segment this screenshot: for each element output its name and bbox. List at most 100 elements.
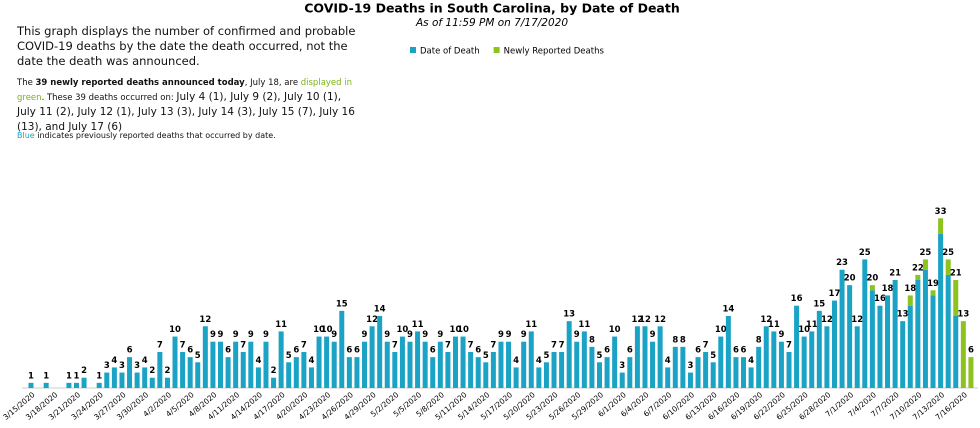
bar-segment <box>316 336 322 388</box>
data-label: 4 <box>536 356 542 366</box>
data-label: 2 <box>164 366 170 376</box>
bar-segment <box>907 305 913 388</box>
bar-segment <box>263 341 269 388</box>
data-label: 9 <box>437 330 443 340</box>
bar-segment <box>968 357 974 388</box>
bar-segment <box>619 372 625 388</box>
bar-segment <box>953 280 959 316</box>
chart-subtitle: As of 11:59 PM on 7/17/2020 <box>415 17 568 29</box>
bar-segment <box>725 316 731 388</box>
data-label: 2 <box>81 366 87 376</box>
bar-segment <box>528 331 534 388</box>
data-label: 7 <box>445 341 451 351</box>
data-label: 6 <box>733 346 739 356</box>
bar-segment <box>627 357 633 388</box>
bar-segment <box>43 382 49 388</box>
data-label: 12 <box>366 315 378 325</box>
data-label: 3 <box>104 361 110 371</box>
data-label: 1 <box>96 371 102 381</box>
bar-segment <box>831 300 837 388</box>
data-label: 9 <box>498 330 504 340</box>
data-label: 9 <box>218 330 224 340</box>
bar-segment <box>81 377 87 388</box>
data-label: 19 <box>927 279 939 289</box>
bar-segment <box>460 336 466 388</box>
blue-note: Blue indicates previously reported death… <box>17 131 276 140</box>
data-label: 3 <box>134 361 140 371</box>
data-label: 9 <box>506 330 512 340</box>
data-label: 2 <box>271 366 277 376</box>
bar-segment <box>452 336 458 388</box>
bar-segment <box>399 336 405 388</box>
bar-segment <box>513 367 519 388</box>
data-label: 9 <box>521 330 527 340</box>
bar-segment <box>96 382 102 388</box>
bar-segment <box>28 382 34 388</box>
bar-segment <box>877 305 883 388</box>
bar-segment <box>543 362 549 388</box>
note-text: The <box>17 78 36 88</box>
data-label: 9 <box>384 330 390 340</box>
data-label: 15 <box>336 299 348 309</box>
note-text: displayed in green <box>17 78 353 103</box>
bar-segment <box>703 352 709 388</box>
bar-segment <box>589 346 595 388</box>
bar-segment <box>475 357 481 388</box>
data-label: 5 <box>195 351 201 361</box>
bar-segment <box>559 352 565 388</box>
bar-segment <box>885 295 891 388</box>
bar-segment <box>240 352 246 388</box>
data-label: 12 <box>760 315 772 325</box>
bar-segment <box>892 280 898 388</box>
bar-segment <box>597 362 602 388</box>
bar-segment <box>506 341 512 388</box>
note-text: , July 18, are <box>244 78 301 88</box>
data-label: 14 <box>722 305 734 315</box>
bar-segment <box>869 285 875 291</box>
bar-segment <box>490 352 496 388</box>
bar-segment <box>218 341 223 388</box>
data-label: 7 <box>240 341 246 351</box>
data-label: 4 <box>748 356 754 366</box>
bar-segment <box>907 295 913 306</box>
bar-segment <box>915 280 921 388</box>
bar-segment <box>665 367 671 388</box>
bar-segment <box>634 326 640 388</box>
data-label: 3 <box>619 361 625 371</box>
bar-segment <box>407 341 413 388</box>
data-label: 10 <box>396 325 408 335</box>
data-label: 11 <box>578 320 590 330</box>
data-label: 21 <box>950 269 962 279</box>
legend-swatch <box>493 47 500 53</box>
data-label: 7 <box>551 341 557 351</box>
data-label: 1 <box>28 371 34 381</box>
bar-segment <box>422 341 428 388</box>
data-label: 25 <box>859 248 871 258</box>
note-text: indicates previously reported deaths tha… <box>34 131 276 140</box>
bar-segment <box>233 341 239 388</box>
data-label: 7 <box>468 341 474 351</box>
bar-segment <box>255 367 261 388</box>
bar-segment <box>915 274 921 280</box>
bar-segment <box>801 336 807 388</box>
data-label: 13 <box>957 310 969 320</box>
bar-segment <box>824 326 830 388</box>
bar-segment <box>119 372 125 388</box>
bar-segment <box>900 321 906 388</box>
bar-segment <box>756 346 762 388</box>
bar-segment <box>392 352 398 388</box>
bar-segment <box>195 362 201 388</box>
bar-segment <box>581 331 587 388</box>
data-label: 11 <box>806 320 818 330</box>
data-label: 11 <box>525 320 537 330</box>
bar-segment <box>362 341 368 388</box>
data-label: 12 <box>639 315 651 325</box>
data-label: 16 <box>874 294 886 304</box>
data-label: 1 <box>43 371 49 381</box>
bar-segment <box>354 357 360 388</box>
data-label: 6 <box>604 346 610 356</box>
data-label: 8 <box>672 335 678 345</box>
bar-segment <box>187 357 193 388</box>
bar-segment <box>869 290 875 388</box>
data-label: 20 <box>844 274 856 284</box>
